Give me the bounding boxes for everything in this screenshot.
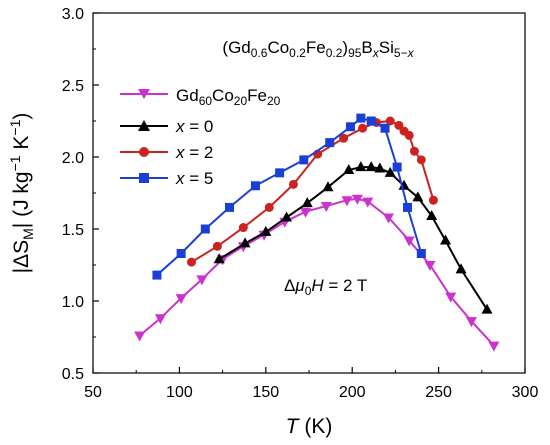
data-point-gd60co20fe20: [362, 197, 374, 208]
data-point-x2: [404, 130, 414, 140]
data-point-x2: [238, 223, 248, 233]
series-line-x5: [156, 116, 423, 276]
y-tick-label: 2.0: [62, 150, 84, 167]
x-tick-label: 200: [339, 384, 366, 401]
legend-marker-gd60co20fe20: [138, 89, 150, 99]
data-point-x5: [250, 181, 260, 191]
data-point-x0: [412, 191, 424, 202]
y-tick-label: 1.0: [62, 294, 84, 311]
data-point-x5: [325, 138, 335, 148]
data-point-x0: [213, 253, 225, 264]
data-point-x0: [374, 162, 386, 173]
data-point-x0: [426, 210, 438, 221]
legend-label-gd60co20fe20: Gd60Co20Fe20: [176, 86, 281, 108]
legend-entry-x5: x = 5: [120, 169, 213, 188]
data-point-x0: [301, 197, 313, 208]
y-tick-label: 1.5: [62, 222, 84, 239]
y-axis-label: |ΔSM| (J kg−1 K−1): [7, 113, 36, 274]
data-point-gd60co20fe20: [341, 196, 353, 207]
data-point-x5: [356, 113, 366, 123]
data-point-x0: [481, 303, 493, 314]
data-point-x2: [264, 202, 274, 212]
legend-entry-x2: x = 2: [120, 143, 213, 162]
field-annotation: Δμ0H = 2 T: [284, 276, 367, 298]
data-point-x0: [355, 161, 367, 172]
y-tick-label: 3.0: [62, 6, 84, 23]
data-point-x0: [343, 163, 355, 174]
data-point-x0: [455, 263, 467, 274]
data-point-x5: [345, 122, 355, 132]
data-point-x5: [416, 248, 426, 258]
data-point-gd60co20fe20: [351, 194, 363, 205]
data-point-x2: [385, 116, 395, 126]
y-tick-label: 2.5: [62, 78, 84, 95]
data-point-x2: [358, 123, 368, 133]
legend-marker-x0: [138, 120, 150, 131]
data-point-x2: [394, 120, 404, 130]
data-point-x5: [200, 224, 210, 234]
data-point-x0: [239, 237, 251, 248]
data-point-x0: [365, 161, 377, 172]
data-point-gd60co20fe20: [403, 236, 415, 247]
data-point-x5: [366, 116, 376, 126]
y-tick-label: 0.5: [62, 366, 84, 383]
data-point-gd60co20fe20: [154, 314, 166, 325]
data-point-gd60co20fe20: [445, 292, 457, 303]
x-tick-label: 150: [252, 384, 279, 401]
data-point-gd60co20fe20: [465, 317, 477, 328]
data-point-x0: [322, 181, 334, 192]
y-axis-ticks: 0.5 1.0 1.5 2.0 2.5 3.0: [62, 6, 99, 383]
data-point-x5: [275, 168, 285, 178]
data-point-x0: [260, 225, 272, 236]
series-x2: [186, 116, 438, 267]
x-tick-label: 250: [425, 384, 452, 401]
series-line-x2: [190, 119, 435, 263]
data-point-gd60co20fe20: [382, 213, 394, 224]
chart-title: (Gd0.6Co0.2Fe0.2)95BxSi5−x: [222, 38, 414, 60]
series-layer: [134, 113, 500, 352]
data-point-x5: [402, 202, 412, 212]
data-point-x5: [152, 270, 162, 280]
data-point-x2: [428, 195, 438, 205]
data-point-gd60co20fe20: [300, 207, 312, 218]
x-tick-label: 50: [84, 384, 102, 401]
x-axis-label: T (K): [286, 415, 333, 438]
data-point-gd60co20fe20: [424, 261, 436, 271]
legend-label-x0: x = 0: [175, 117, 213, 136]
data-point-x2: [409, 146, 419, 156]
legend-label-x2: x = 2: [175, 143, 213, 162]
x-tick-label: 100: [166, 384, 193, 401]
legend-marker-x5: [139, 173, 149, 183]
data-point-x5: [176, 248, 186, 258]
legend-marker-x2: [139, 147, 149, 157]
series-x5: [152, 113, 426, 280]
data-point-x2: [288, 179, 298, 189]
data-point-x5: [299, 155, 309, 165]
x-axis-ticks: 50 100 150 200 250 300: [84, 367, 538, 401]
data-point-x0: [281, 211, 293, 222]
data-point-x2: [416, 155, 426, 165]
data-point-x5: [225, 202, 235, 212]
legend-label-x5: x = 5: [175, 169, 213, 188]
data-point-gd60co20fe20: [175, 294, 187, 305]
series-x0: [213, 161, 493, 314]
data-point-x5: [392, 162, 402, 172]
data-point-x2: [186, 257, 196, 267]
data-point-gd60co20fe20: [196, 275, 208, 286]
data-point-x2: [339, 133, 349, 143]
data-point-x0: [384, 166, 396, 177]
legend-entry-x0: x = 0: [120, 117, 213, 136]
legend: Gd60Co20Fe20 x = 0 x = 2 x = 5: [120, 86, 281, 188]
data-point-gd60co20fe20: [488, 341, 500, 352]
legend-entry-gd60co20fe20: Gd60Co20Fe20: [120, 86, 281, 108]
series-line-gd60co20fe20: [139, 197, 495, 347]
data-point-x5: [380, 123, 390, 133]
series-gd60co20fe20: [134, 194, 500, 352]
x-tick-label: 300: [512, 384, 539, 401]
data-point-gd60co20fe20: [134, 331, 146, 342]
data-point-x2: [212, 241, 222, 251]
data-point-gd60co20fe20: [320, 201, 332, 212]
data-point-x0: [440, 234, 452, 245]
